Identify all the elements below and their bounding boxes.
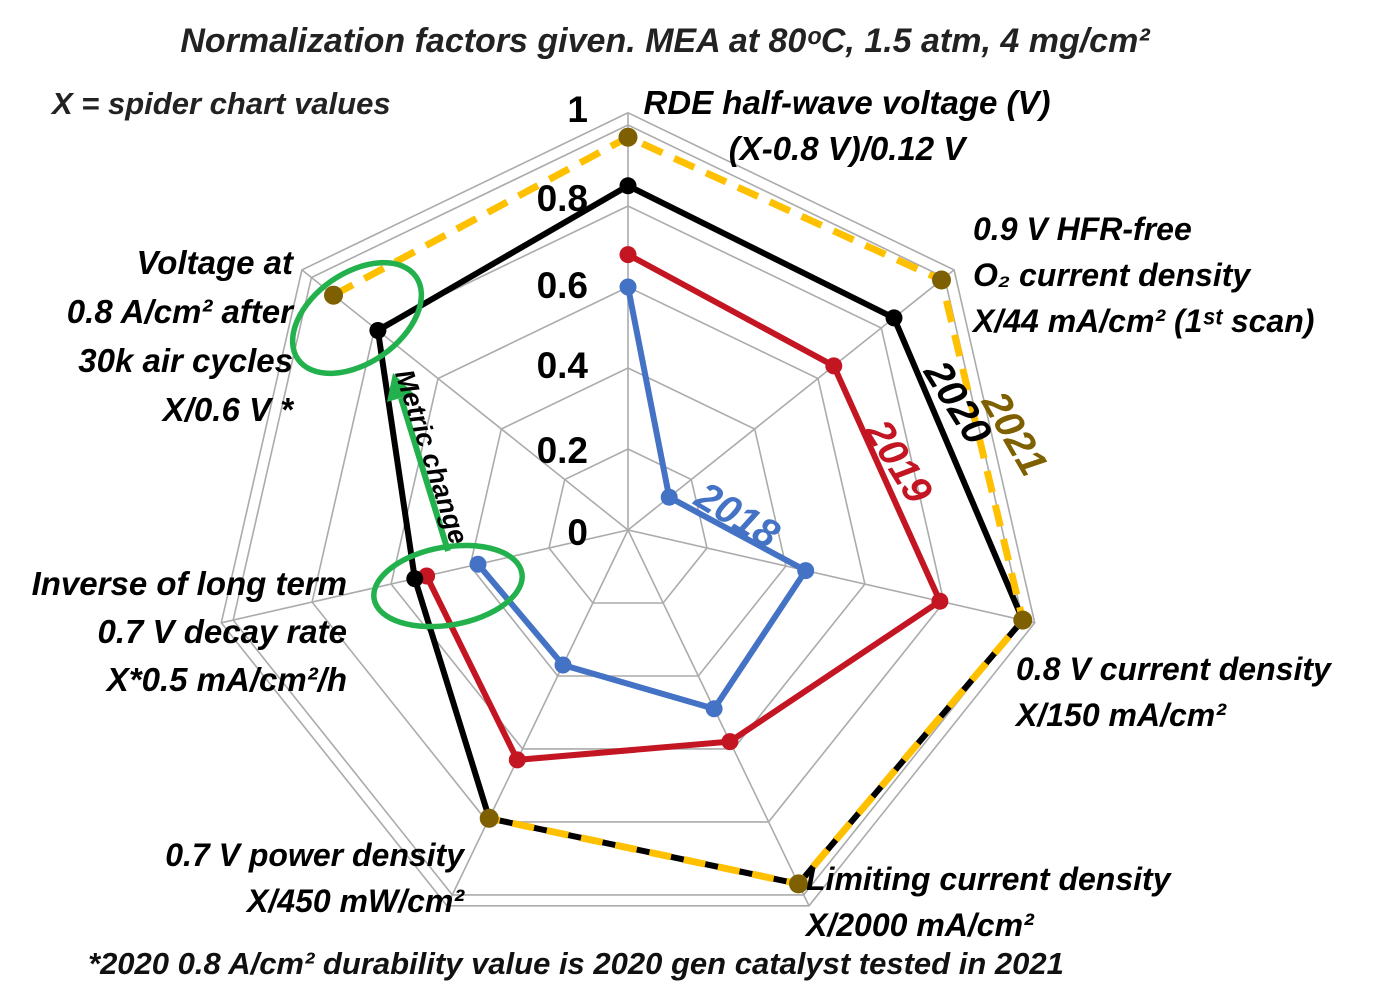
axis-label-limiting-current: Limiting current density X/2000 mA/cm²	[806, 856, 1170, 948]
radar-gridlines	[220, 111, 1036, 907]
axis-label-o2-current-density: 0.9 V HFR-free O₂ current density X/44 m…	[973, 206, 1314, 344]
highlight-ellipse-old-metric	[371, 542, 525, 630]
scale-tick-0: 0	[567, 512, 588, 553]
axis-label-line: X/44 mA/cm² (1ˢᵗ scan)	[973, 303, 1315, 339]
spider-values-note: X = spider chart values	[52, 86, 391, 121]
axis-label-decay-rate: Inverse of long term 0.7 V decay rate X*…	[0, 560, 347, 704]
axis-label-line: RDE half-wave voltage (V)	[643, 84, 1051, 121]
scale-tick-0p2: 0.2	[536, 430, 588, 471]
axis-label-line: 0.7 V power density	[165, 837, 464, 873]
axis-label-line: Voltage at	[136, 244, 293, 281]
axis-label-line: X/150 mA/cm²	[1016, 697, 1226, 733]
highlight-ellipse-new-metric	[289, 259, 425, 377]
axis-label-line: 0.9 V HFR-free	[973, 211, 1192, 247]
axis-label-line: 30k air cycles	[78, 342, 293, 379]
axis-label-rde-half-wave: RDE half-wave voltage (V) (X-0.8 V)/0.12…	[612, 80, 1082, 172]
axis-label-power-density: 0.7 V power density X/450 mW/cm²	[128, 832, 464, 924]
scale-tick-1: 1	[567, 89, 588, 130]
axis-label-0p8v-current-density: 0.8 V current density X/150 mA/cm²	[1016, 646, 1331, 738]
axis-label-line: Inverse of long term	[31, 565, 347, 602]
axis-label-line: X/450 mW/cm²	[247, 883, 464, 919]
axis-label-durability-voltage: Voltage at 0.8 A/cm² after 30k air cycle…	[28, 238, 293, 434]
axis-label-line: X/2000 mA/cm²	[806, 907, 1034, 943]
axis-label-line: 0.7 V decay rate	[97, 613, 348, 650]
scale-tick-0p4: 0.4	[536, 345, 588, 386]
axis-label-line: X/0.6 V *	[162, 391, 293, 428]
metric-change-arrow-head	[387, 373, 414, 402]
scale-tick-0p6: 0.6	[536, 265, 588, 306]
axis-label-line: (X-0.8 V)/0.12 V	[728, 130, 966, 167]
metric-change-annotation	[289, 259, 525, 630]
axis-label-line: 0.8 A/cm² after	[66, 293, 293, 330]
chart-title: Normalization factors given. MEA at 80ᵒC…	[180, 22, 1150, 60]
metric-change-arrow-shaft	[398, 397, 451, 552]
axis-label-line: X*0.5 mA/cm²/h	[106, 661, 347, 698]
axis-label-line: Limiting current density	[806, 861, 1171, 897]
radar-series	[324, 127, 1033, 894]
axis-label-line: O₂ current density	[973, 257, 1251, 293]
axis-label-line: 0.8 V current density	[1016, 651, 1331, 687]
scale-tick-0p8: 0.8	[536, 178, 588, 219]
footnote: *2020 0.8 A/cm² durability value is 2020…	[88, 946, 1064, 981]
